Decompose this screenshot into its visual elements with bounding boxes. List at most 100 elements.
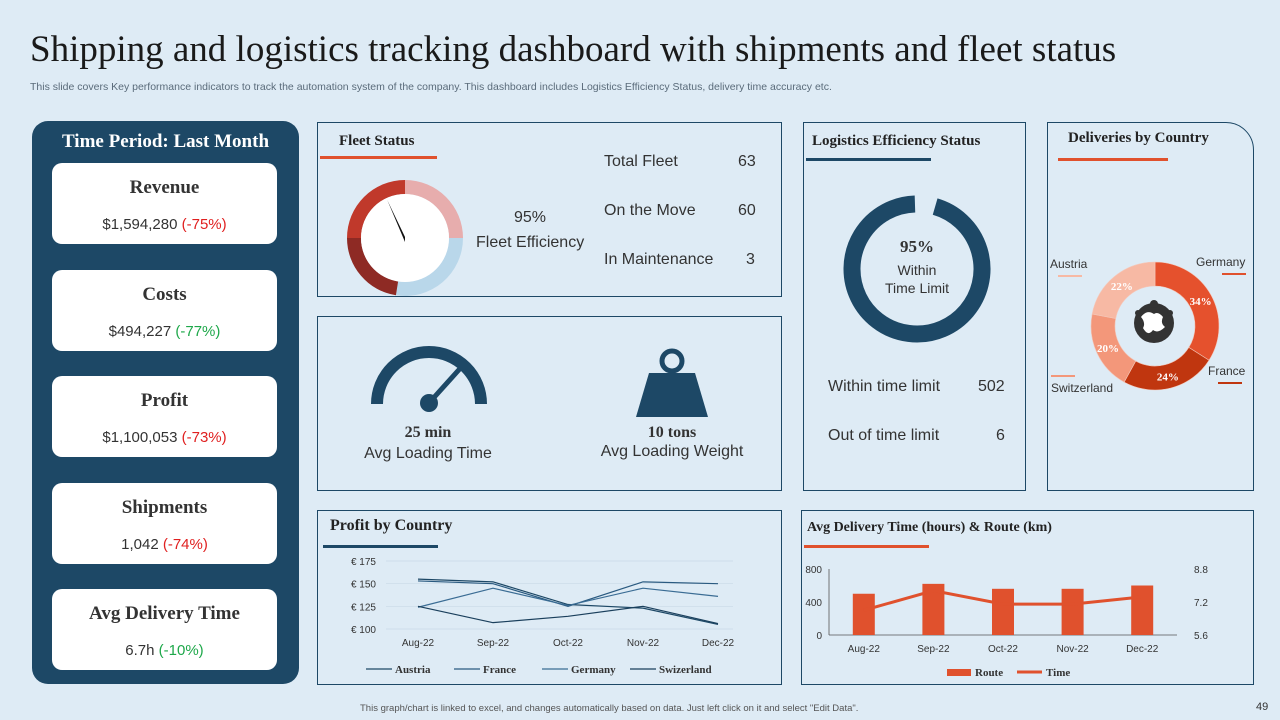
gauge-segment [405,180,463,238]
speedometer-hub [420,394,438,412]
donut-slice-label: 20% [1097,343,1119,355]
y-tick-label: € 100 [351,625,376,636]
fleet-row-label: On the Move [604,202,696,219]
fleet-gauge [347,180,463,296]
globe-icon [1134,300,1174,343]
fleet-status-panel: Fleet Status 95% Fleet Efficiency Total … [317,122,782,297]
kpi-amount: 6.7h [125,642,155,659]
series-line-austria [417,578,719,626]
profit-line-chart: € 175 € 150 € 125 € 100 Aug-22 Sep-22 Oct-22 No… [351,557,735,676]
profit-panel: Profit by Country € 175 € 150 € 125 € 100 Au… [317,510,782,685]
kpi-amount: 1,042 [121,536,159,553]
x-tick-label: Dec-22 [702,638,735,649]
kpi-change: (-73%) [181,429,227,446]
kpi-sidebar: Time Period: Last Month Revenue $1,594,2… [32,121,299,684]
gauge-segment [395,238,463,296]
country-label-switzerland: Switzerland [1051,381,1114,395]
kpi-label: Revenue [129,177,200,198]
kpi-card-profit: Profit $1,100,053 (-73%) [52,376,277,457]
weight-icon [636,348,708,417]
country-label-france: France [1208,364,1246,378]
page-subtitle: This slide covers Key performance indica… [30,81,832,93]
country-label-germany: Germany [1196,255,1246,269]
kpi-label: Avg Delivery Time [89,603,240,624]
y-left-tick-label: 400 [805,598,822,609]
series-line-france [417,580,719,607]
globe-dot [1135,310,1141,316]
loading-time-label: Avg Loading Time [364,445,492,462]
title-underline [1058,158,1168,161]
x-tick-label: Dec-22 [1126,644,1159,655]
deliveries-donut: 34% 24% 20% 22% [1090,261,1220,391]
kpi-card-revenue: Revenue $1,594,280 (-75%) [52,163,277,244]
legend-swatch-route [947,669,971,676]
loading-time-value: 25 min [404,424,452,441]
kpi-card-avg-delivery: Avg Delivery Time 6.7h (-10%) [52,589,277,670]
kpi-change: (-10%) [158,642,204,659]
fleet-row-label: Total Fleet [604,153,678,170]
kpi-card-shipments: Shipments 1,042 (-74%) [52,483,277,564]
x-tick-label: Sep-22 [917,644,950,655]
route-bar [922,583,945,635]
gauge-segment [347,180,405,238]
country-label-austria: Austria [1050,257,1088,271]
kpi-label: Shipments [121,497,208,518]
speedometer-icon [371,346,487,412]
series-line-swizerland [417,605,719,625]
loading-weight-value: 10 tons [647,424,697,441]
x-tick-label: Nov-22 [1056,644,1089,655]
logistics-center-line1: Within [897,262,937,278]
logistics-title: Logistics Efficiency Status [812,133,981,149]
route-bar [1061,588,1084,635]
loading-metrics-panel: 25 min Avg Loading Time 10 tons Avg Load… [317,316,782,491]
speedometer-arc [371,346,487,405]
switzerland-marker [1051,375,1075,377]
x-tick-label: Oct-22 [988,644,1018,655]
sidebar-title: Time Period: Last Month [61,131,270,152]
title-underline [320,156,437,159]
donut-slice-label: 34% [1190,296,1212,308]
kpi-value: $1,100,053 (-73%) [52,429,277,446]
kpi-change: (-75%) [181,216,227,233]
series-line-germany [417,587,719,608]
legend-label: Germany [571,664,616,676]
fleet-row-value: 63 [738,153,756,170]
y-tick-label: € 175 [351,557,376,568]
kpi-change: (-77%) [175,323,221,340]
route-bar [992,588,1014,635]
logistics-pct: 95% [900,237,934,256]
donut-slice-label: 22% [1111,281,1133,293]
deliveries-title: Deliveries by Country [1068,130,1209,146]
austria-marker [1058,275,1082,277]
kpi-amount: $1,100,053 [102,429,178,446]
x-tick-label: Aug-22 [848,644,881,655]
y-left-tick-label: 0 [816,631,822,642]
x-tick-label: Sep-22 [477,638,510,649]
weight-ring [659,348,685,374]
time-line [863,589,1143,612]
kpi-value: 1,042 (-74%) [52,536,277,553]
logistics-center-line2: Time Limit [884,280,950,296]
page-title: Shipping and logistics tracking dashboar… [30,29,1117,70]
page-number: 49 [1256,701,1269,713]
donut-slice [1091,261,1156,319]
footer-note: This graph/chart is linked to excel, and… [360,703,859,714]
ring-arc [843,195,991,343]
y-tick-label: € 150 [351,580,376,591]
legend-label: France [483,664,516,676]
france-marker [1218,382,1242,384]
fleet-row-value: 60 [738,202,756,219]
profit-title: Profit by Country [330,517,453,534]
logistics-row-value: 502 [978,378,1005,395]
fleet-efficiency-label: Fleet Efficiency [476,234,585,251]
fleet-status-title: Fleet Status [339,133,415,149]
kpi-amount: $494,227 [108,323,172,340]
loading-weight-label: Avg Loading Weight [600,443,744,460]
deliveries-panel: Deliveries by Country 34% 24% 20% 22% Germa… [1047,122,1254,491]
kpi-change: (-74%) [162,536,208,553]
legend-label: Time [1046,667,1070,679]
kpi-value: 6.7h (-10%) [52,642,277,659]
route-bar [1131,585,1154,635]
legend-label: Route [975,667,1003,679]
legend-label: Swizerland [659,664,712,676]
